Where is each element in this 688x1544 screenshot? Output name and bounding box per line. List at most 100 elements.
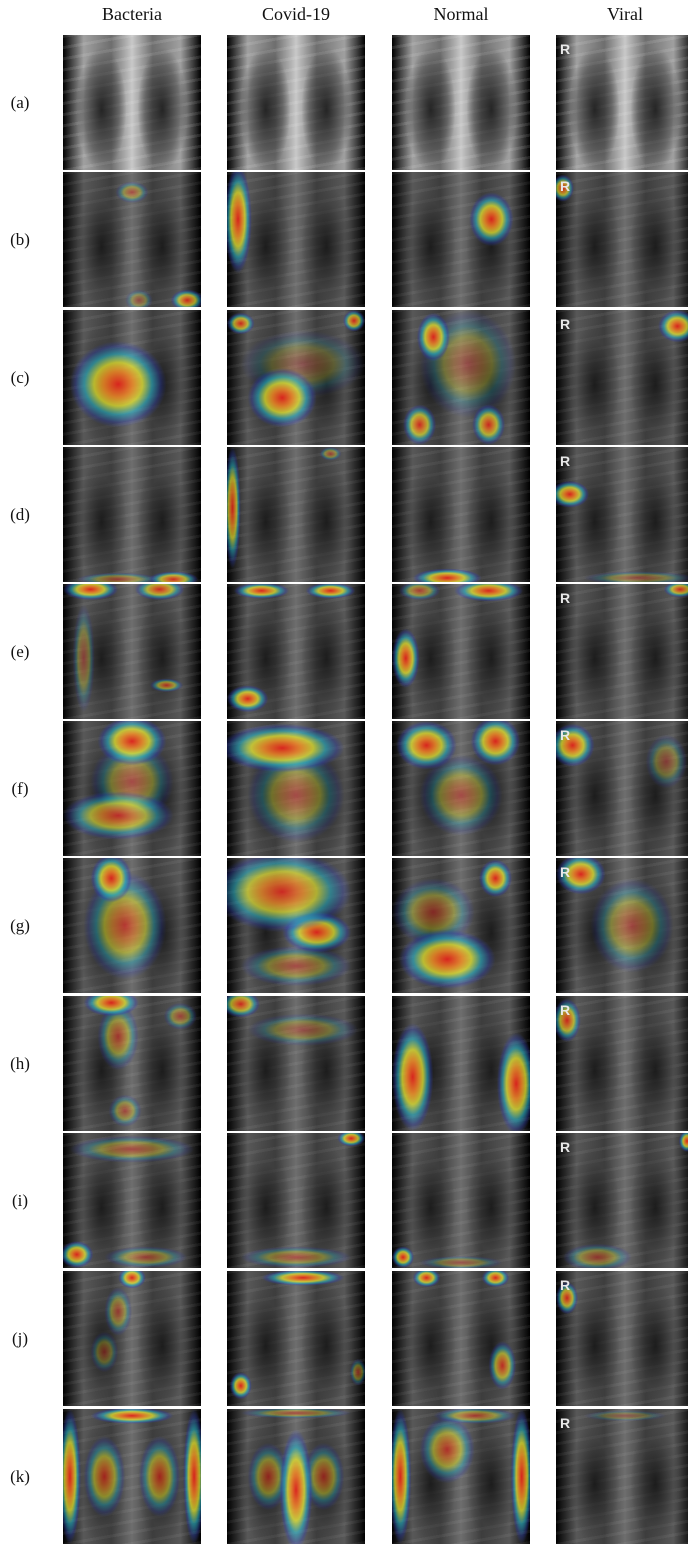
xray-bacteria-e (63, 584, 201, 719)
heatmap-overlay (63, 1133, 201, 1268)
row-label-e: (e) (10, 641, 30, 661)
xray-covid-19-f (227, 721, 365, 856)
xray-viral-e: R (556, 584, 688, 719)
heatmap-overlay (63, 858, 201, 993)
xray-covid-19-i (227, 1133, 365, 1268)
heatmap-overlay (63, 721, 201, 856)
xray-normal-c (392, 310, 530, 445)
column-header-normal: Normal (433, 4, 489, 24)
xray-normal-k (392, 1409, 530, 1544)
xray-normal-h (392, 996, 530, 1131)
radiograph-side-marker: R (560, 1002, 571, 1018)
heatmap-overlay (556, 584, 688, 719)
xray-viral-c: R (556, 310, 688, 445)
heatmap-overlay (392, 721, 530, 856)
row-label-j: (j) (11, 1328, 29, 1348)
heatmap-overlay (392, 172, 530, 307)
xray-viral-a: R (556, 35, 688, 170)
heatmap-overlay (392, 1271, 530, 1406)
radiograph-side-marker: R (560, 864, 571, 880)
xray-covid-19-h (227, 996, 365, 1131)
xray-bacteria-h (63, 996, 201, 1131)
xray-covid-19-j (227, 1271, 365, 1406)
xray-viral-k: R (556, 1409, 688, 1544)
xray-viral-f: R (556, 721, 688, 856)
xray-bacteria-g (63, 858, 201, 993)
radiograph-side-marker: R (560, 41, 571, 57)
heatmap-overlay (556, 721, 688, 856)
heatmap-overlay (556, 310, 688, 445)
xray-viral-g: R (556, 858, 688, 993)
xray-bacteria-i (63, 1133, 201, 1268)
heatmap-overlay (227, 996, 365, 1131)
xray-covid-19-g (227, 858, 365, 993)
xray-viral-j: R (556, 1271, 688, 1406)
heatmap-overlay (63, 996, 201, 1131)
heatmap-overlay (392, 447, 530, 582)
xray-bacteria-b (63, 172, 201, 307)
xray-viral-d: R (556, 447, 688, 582)
radiograph-side-marker: R (560, 1277, 571, 1293)
heatmap-overlay (227, 721, 365, 856)
heatmap-overlay (227, 1133, 365, 1268)
row-label-k: (k) (10, 1466, 30, 1486)
heatmap-overlay (556, 1133, 688, 1268)
row-label-d: (d) (10, 504, 30, 524)
column-header-covid-19: Covid-19 (261, 4, 330, 24)
xray-covid-19-b (227, 172, 365, 307)
xray-normal-f (392, 721, 530, 856)
row-label-i: (i) (11, 1190, 29, 1210)
xray-normal-j (392, 1271, 530, 1406)
xray-normal-i (392, 1133, 530, 1268)
xray-bacteria-k (63, 1409, 201, 1544)
radiograph-side-marker: R (560, 727, 571, 743)
xray-bacteria-f (63, 721, 201, 856)
chest-xray-image (227, 35, 365, 170)
row-label-c: (c) (10, 367, 30, 387)
xray-covid-19-d (227, 447, 365, 582)
xray-viral-b: R (556, 172, 688, 307)
chest-xray-image (63, 35, 201, 170)
xray-normal-g (392, 858, 530, 993)
radiograph-side-marker: R (560, 590, 571, 606)
xray-normal-d (392, 447, 530, 582)
xray-covid-19-e (227, 584, 365, 719)
heatmap-overlay (227, 1409, 365, 1544)
heatmap-overlay (392, 310, 530, 445)
heatmap-overlay (556, 858, 688, 993)
heatmap-overlay (227, 310, 365, 445)
column-header-viral: Viral (607, 4, 643, 24)
heatmap-overlay (392, 1409, 530, 1544)
xray-covid-19-c (227, 310, 365, 445)
xray-covid-19-a (227, 35, 365, 170)
heatmap-overlay (556, 1271, 688, 1406)
xray-normal-e (392, 584, 530, 719)
row-label-h: (h) (10, 1053, 30, 1073)
heatmap-overlay (227, 1271, 365, 1406)
radiograph-side-marker: R (560, 1415, 571, 1431)
xray-bacteria-c (63, 310, 201, 445)
chest-xray-image (556, 1409, 688, 1544)
heatmap-overlay (392, 996, 530, 1131)
column-header-bacteria: Bacteria (102, 4, 162, 24)
heatmap-overlay (556, 172, 688, 307)
chest-xray-image (556, 35, 688, 170)
row-label-b: (b) (10, 229, 30, 249)
heatmap-overlay (227, 858, 365, 993)
xray-normal-a (392, 35, 530, 170)
heatmap-overlay (63, 310, 201, 445)
heatmap-overlay (63, 1271, 201, 1406)
heatmap-overlay (227, 172, 365, 307)
heatmap-overlay (63, 1409, 201, 1544)
xray-normal-b (392, 172, 530, 307)
heatmap-overlay (63, 447, 201, 582)
xray-viral-h: R (556, 996, 688, 1131)
radiograph-side-marker: R (560, 1139, 571, 1155)
heatmap-overlay (556, 1409, 688, 1544)
heatmap-overlay (63, 172, 201, 307)
heatmap-overlay (227, 584, 365, 719)
heatmap-overlay (556, 447, 688, 582)
heatmap-overlay (63, 584, 201, 719)
heatmap-overlay (392, 1133, 530, 1268)
xray-viral-i: R (556, 1133, 688, 1268)
